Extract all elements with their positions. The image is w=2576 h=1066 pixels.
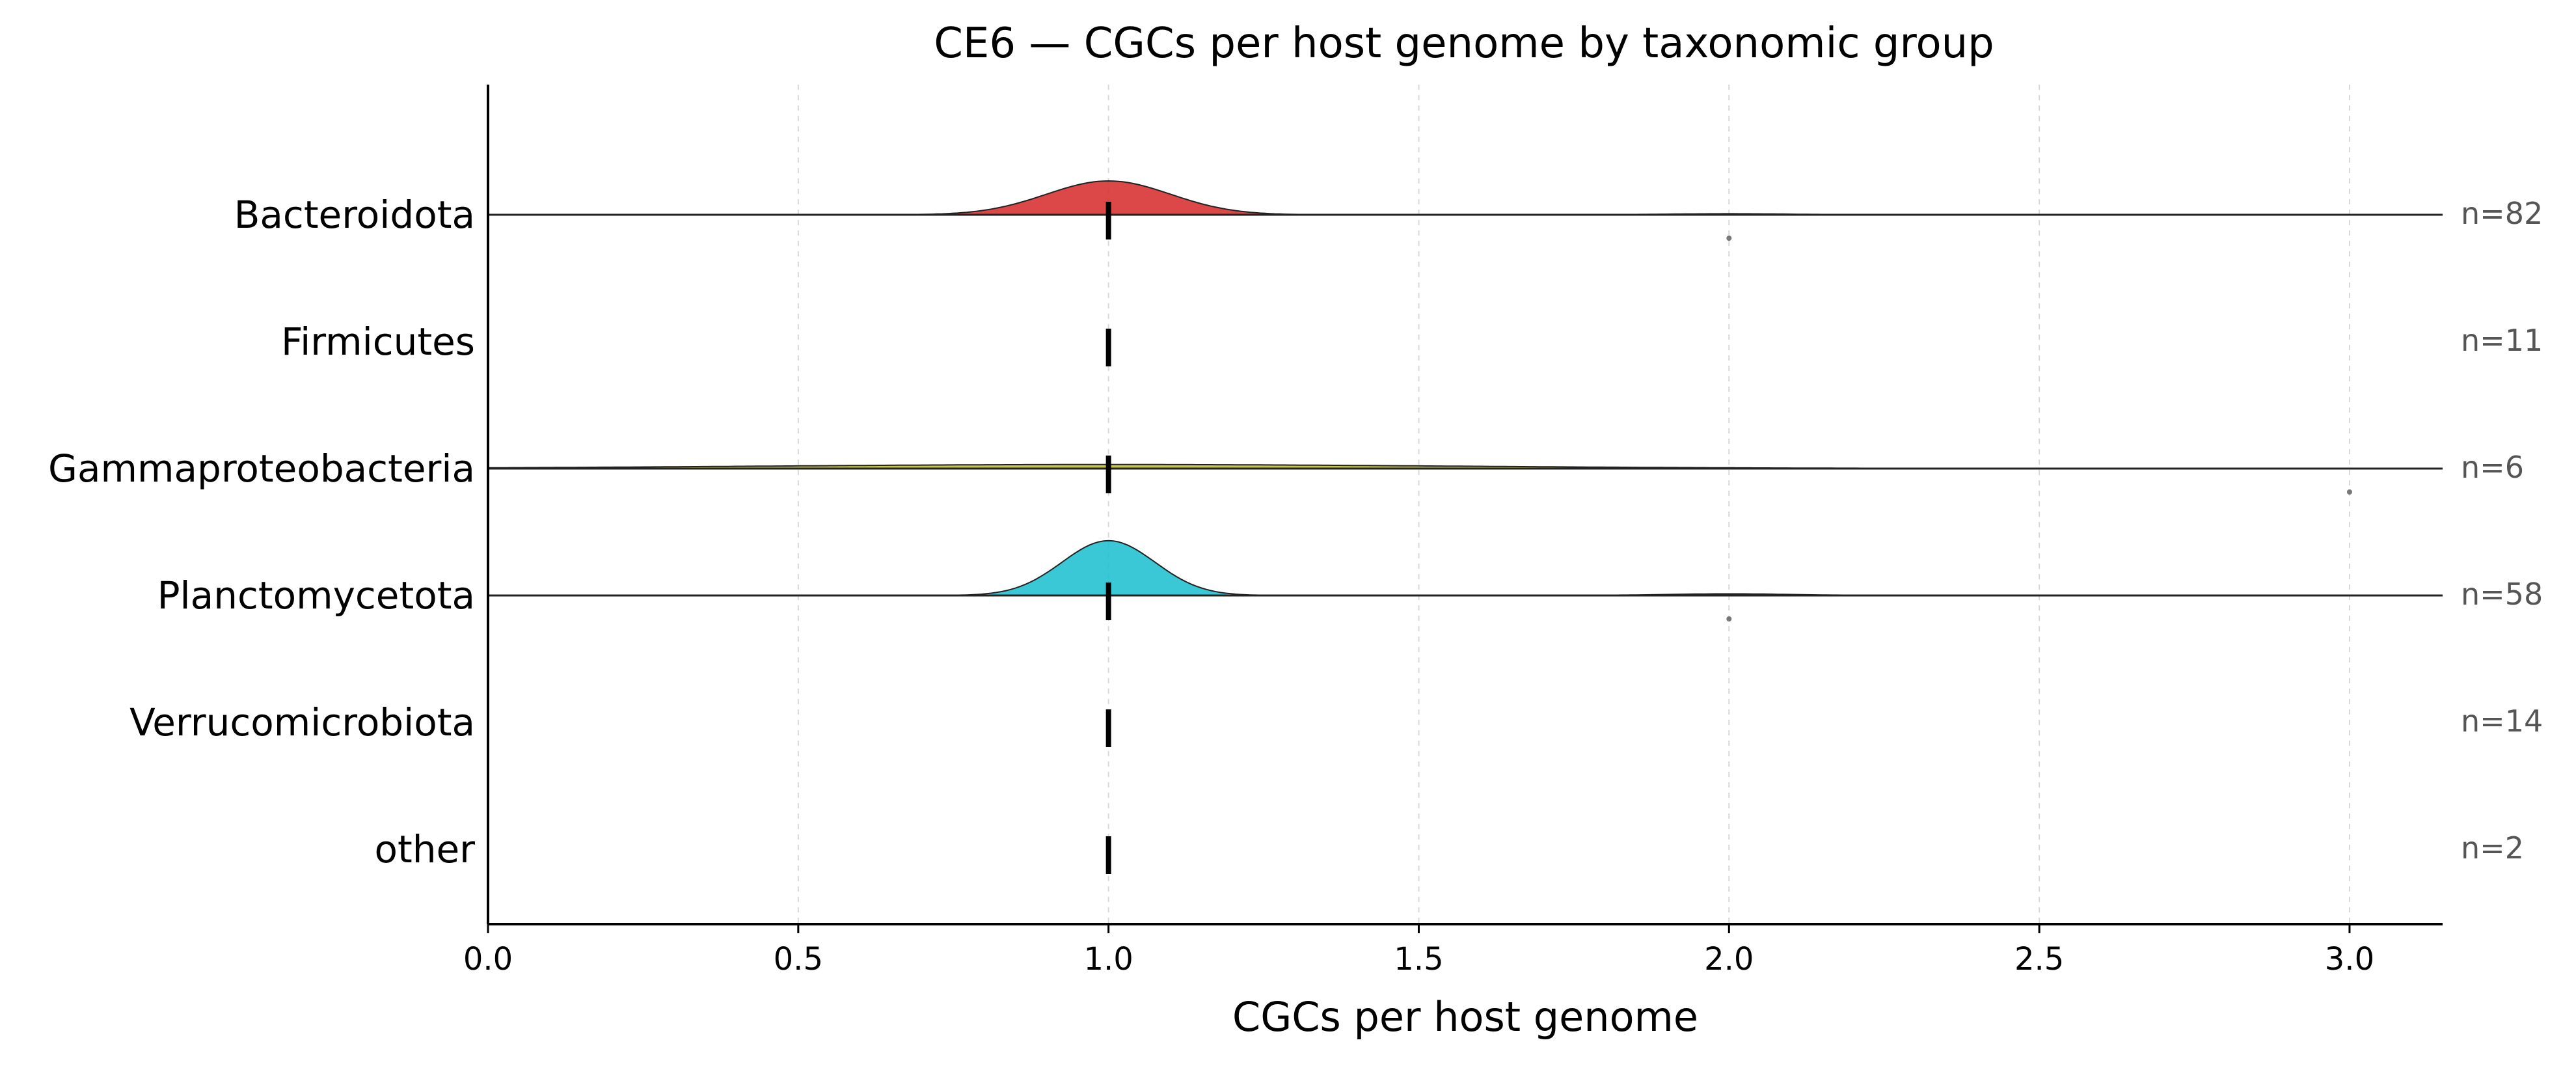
outlier-point [1726,236,1732,241]
grid-lines [487,85,2350,924]
count-label: n=6 [2461,450,2524,485]
group-label: Verrucomicrobiota [129,700,475,745]
group-labels: Bacteroidota n=82 Firmicutes n=11 Gammaprote… [48,193,2543,871]
group-label: Planctomycetota [157,573,475,618]
count-label: n=82 [2461,196,2543,231]
density-area [488,540,2443,596]
x-axis-label: CGCs per host genome [1232,993,1698,1041]
ridge-bacteroidota [488,180,2443,241]
ridges [487,180,2443,874]
outlier-point [1726,616,1732,622]
ridge-planctomycetota [488,540,2443,622]
x-tick-label: 2.0 [1704,941,1754,977]
density-area [488,180,2443,215]
group-label: Firmicutes [281,320,475,364]
axes [487,85,2443,925]
group-label: Gammaproteobacteria [48,446,475,491]
x-tick-label: 0.0 [463,941,513,977]
x-ticks: 0.0 0.5 1.0 1.5 2.0 2.5 3.0 [463,924,2374,977]
count-label: n=11 [2461,323,2543,358]
ridge-gammaproteobacteria [487,456,2443,495]
x-tick-label: 1.5 [1394,941,1443,977]
x-tick-label: 3.0 [2325,941,2374,977]
chart-title: CE6 — CGCs per host genome by taxonomic … [934,20,1994,68]
x-tick-label: 2.5 [2014,941,2064,977]
outlier-point [2346,489,2352,495]
group-label: Bacteroidota [234,193,475,237]
count-label: n=58 [2461,577,2543,612]
x-tick-label: 1.0 [1083,941,1133,977]
x-tick-label: 0.5 [774,941,823,977]
count-label: n=2 [2461,830,2524,866]
count-label: n=14 [2461,704,2543,739]
group-label: other [374,827,475,871]
